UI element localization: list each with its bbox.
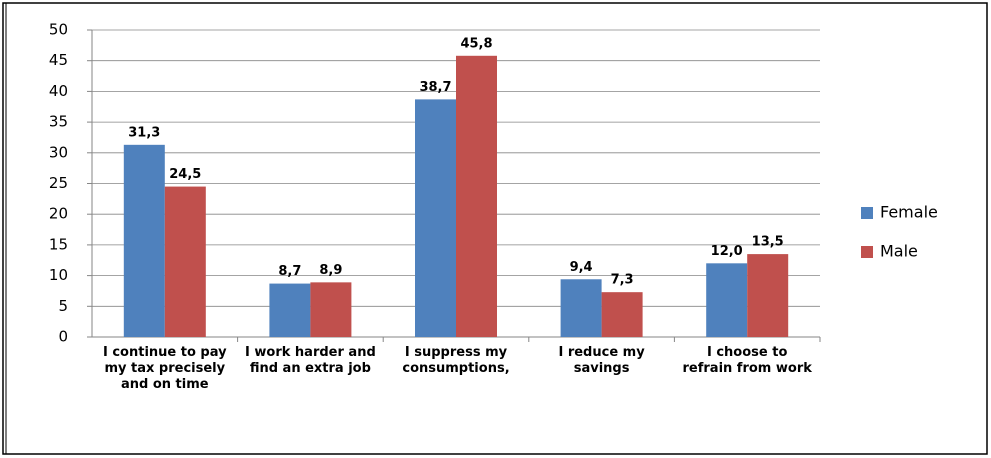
- y-tick-label: 20: [49, 205, 68, 223]
- bar: [456, 55, 497, 338]
- bar: [164, 186, 206, 337]
- value-label: 38,7: [419, 80, 451, 95]
- bar: [269, 283, 311, 337]
- legend-swatch: [861, 246, 873, 258]
- x-tick-label-box: I choose to refrain from work: [682, 345, 812, 376]
- x-tick-label-box: I reduce my savings: [558, 345, 645, 376]
- x-tick-label: I suppress my consumptions,: [402, 345, 510, 376]
- legend-swatch: [861, 207, 873, 219]
- legend-label: Female: [880, 203, 938, 222]
- bar: [706, 263, 748, 337]
- y-tick-label: 25: [49, 174, 68, 192]
- x-tick-label: I continue to pay my tax precisely and o…: [102, 345, 227, 392]
- y-tick-label: 0: [58, 328, 68, 346]
- bar: [123, 144, 165, 337]
- y-tick-label: 50: [49, 21, 68, 39]
- value-label: 31,3: [128, 125, 160, 140]
- y-tick-label: 30: [49, 143, 68, 161]
- y-tick-label: 5: [58, 297, 68, 315]
- value-label: 9,4: [570, 260, 593, 275]
- x-tick-label-box: I continue to pay my tax precisely and o…: [102, 345, 227, 392]
- bar: [560, 279, 602, 337]
- x-tick-label-box: I work harder and find an extra job: [245, 345, 376, 376]
- y-tick-label: 10: [49, 266, 68, 284]
- value-label: 13,5: [752, 235, 784, 250]
- value-label: 12,0: [711, 244, 743, 259]
- value-label: 8,7: [278, 264, 301, 279]
- x-tick-label: I choose to refrain from work: [682, 345, 812, 376]
- x-tick-label-box: I suppress my consumptions,: [402, 345, 510, 376]
- value-label: 45,8: [460, 36, 492, 51]
- y-tick-label: 45: [49, 51, 68, 69]
- y-tick-label: 15: [49, 235, 68, 253]
- bar: [747, 254, 789, 337]
- bar: [415, 99, 456, 337]
- value-label: 8,9: [319, 263, 342, 278]
- y-tick-label: 35: [49, 113, 68, 131]
- y-tick-label: 40: [49, 82, 68, 100]
- x-tick-label: I work harder and find an extra job: [245, 345, 376, 376]
- value-label: 24,5: [169, 167, 201, 182]
- value-label: 7,3: [611, 273, 634, 288]
- bar: [601, 292, 643, 337]
- legend-label: Male: [880, 242, 918, 261]
- x-tick-label: I reduce my savings: [558, 345, 645, 376]
- bar: [310, 282, 352, 337]
